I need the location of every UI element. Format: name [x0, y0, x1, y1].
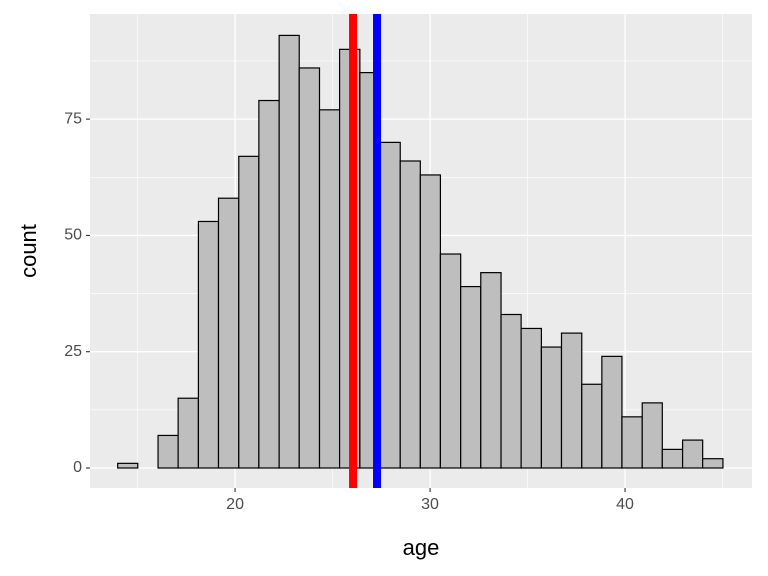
bar [238, 155, 260, 469]
bar [197, 220, 220, 469]
bar [278, 34, 300, 469]
bar [702, 458, 724, 469]
bar [439, 253, 462, 469]
bar [419, 174, 442, 469]
bar [379, 141, 401, 469]
bar [520, 327, 543, 469]
y-axis-title: count [16, 224, 41, 278]
bar [117, 462, 139, 469]
bar [601, 355, 623, 469]
y-tick-label: 75 [64, 110, 82, 127]
bar [318, 109, 341, 469]
bar [217, 197, 240, 469]
x-tick-label: 40 [616, 496, 634, 513]
bar [460, 285, 482, 469]
bar [500, 313, 522, 469]
bar [258, 99, 280, 469]
x-tick-label: 30 [421, 496, 439, 513]
bar [480, 272, 502, 469]
y-tick-label: 0 [73, 459, 82, 476]
x-axis-title: age [403, 535, 440, 560]
bar [681, 439, 704, 469]
bar [621, 416, 643, 469]
bar [399, 160, 421, 469]
bar [661, 448, 684, 469]
bar [641, 402, 663, 469]
bar [540, 346, 563, 469]
bar [581, 383, 603, 469]
x-tick-label: 20 [226, 496, 244, 513]
bar [157, 434, 179, 469]
y-tick-label: 25 [64, 343, 82, 360]
y-tick-label: 50 [64, 227, 82, 244]
bar [298, 67, 321, 469]
bar [560, 332, 583, 469]
bar [177, 397, 200, 469]
